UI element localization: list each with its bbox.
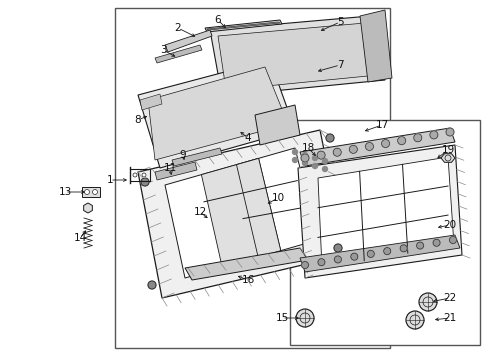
Circle shape (429, 131, 437, 139)
Circle shape (302, 161, 307, 166)
Polygon shape (164, 148, 317, 278)
Text: 2: 2 (174, 23, 181, 33)
Circle shape (312, 156, 317, 161)
Polygon shape (140, 94, 162, 110)
Circle shape (292, 149, 297, 154)
Circle shape (292, 158, 297, 162)
Circle shape (332, 148, 341, 156)
Polygon shape (155, 45, 202, 63)
Polygon shape (184, 248, 307, 280)
Polygon shape (138, 60, 294, 168)
Circle shape (381, 140, 389, 148)
Text: 4: 4 (244, 133, 251, 143)
Circle shape (333, 244, 341, 252)
Circle shape (445, 128, 453, 136)
Polygon shape (155, 162, 197, 180)
Circle shape (295, 309, 313, 327)
Circle shape (348, 145, 357, 153)
Polygon shape (359, 10, 391, 82)
Circle shape (312, 163, 317, 168)
Text: 16: 16 (241, 275, 254, 285)
Polygon shape (164, 30, 212, 52)
Polygon shape (172, 148, 222, 166)
Text: 9: 9 (179, 150, 186, 160)
Circle shape (301, 154, 308, 162)
Text: 7: 7 (336, 60, 343, 70)
Text: 10: 10 (271, 193, 284, 203)
Circle shape (405, 311, 423, 329)
Text: 21: 21 (443, 313, 456, 323)
Circle shape (432, 239, 439, 246)
Circle shape (418, 293, 436, 311)
Circle shape (399, 245, 407, 252)
Text: 6: 6 (214, 15, 221, 25)
Text: 19: 19 (441, 145, 454, 155)
Text: 14: 14 (73, 233, 86, 243)
Circle shape (302, 153, 307, 158)
Text: 3: 3 (160, 45, 166, 55)
Circle shape (397, 137, 405, 145)
Polygon shape (254, 105, 299, 145)
Polygon shape (201, 158, 280, 267)
Circle shape (92, 189, 97, 194)
Text: 17: 17 (375, 120, 388, 130)
Circle shape (84, 189, 89, 194)
Polygon shape (82, 187, 100, 197)
Circle shape (142, 173, 146, 177)
Text: 13: 13 (58, 187, 71, 197)
Polygon shape (138, 130, 345, 298)
Text: 20: 20 (443, 220, 456, 230)
Circle shape (416, 242, 423, 249)
Circle shape (133, 173, 137, 177)
Text: 18: 18 (301, 143, 314, 153)
Circle shape (448, 237, 456, 243)
Circle shape (383, 248, 390, 255)
Circle shape (350, 253, 357, 260)
Circle shape (322, 158, 327, 163)
Circle shape (316, 151, 325, 159)
Polygon shape (317, 157, 453, 268)
Polygon shape (299, 235, 459, 272)
Circle shape (334, 256, 341, 263)
Polygon shape (204, 20, 282, 32)
Polygon shape (148, 67, 287, 160)
Polygon shape (218, 23, 377, 90)
Circle shape (322, 166, 327, 171)
Text: 11: 11 (163, 163, 176, 173)
Polygon shape (236, 158, 280, 257)
Circle shape (413, 134, 421, 142)
Bar (289, 120, 479, 345)
Circle shape (366, 251, 373, 257)
Circle shape (148, 281, 156, 289)
Circle shape (301, 261, 308, 269)
Text: 15: 15 (275, 313, 288, 323)
Text: 8: 8 (134, 115, 141, 125)
Text: 22: 22 (443, 293, 456, 303)
Circle shape (325, 134, 333, 142)
Circle shape (365, 143, 373, 150)
Text: 12: 12 (193, 207, 206, 217)
Polygon shape (83, 203, 92, 213)
Text: 1: 1 (106, 175, 113, 185)
Polygon shape (299, 128, 454, 166)
Bar (115, 8, 389, 348)
Polygon shape (206, 22, 280, 30)
Polygon shape (297, 145, 461, 278)
Polygon shape (440, 154, 454, 162)
Circle shape (317, 259, 325, 266)
Polygon shape (209, 16, 384, 96)
Text: 5: 5 (336, 17, 343, 27)
Circle shape (141, 178, 149, 186)
